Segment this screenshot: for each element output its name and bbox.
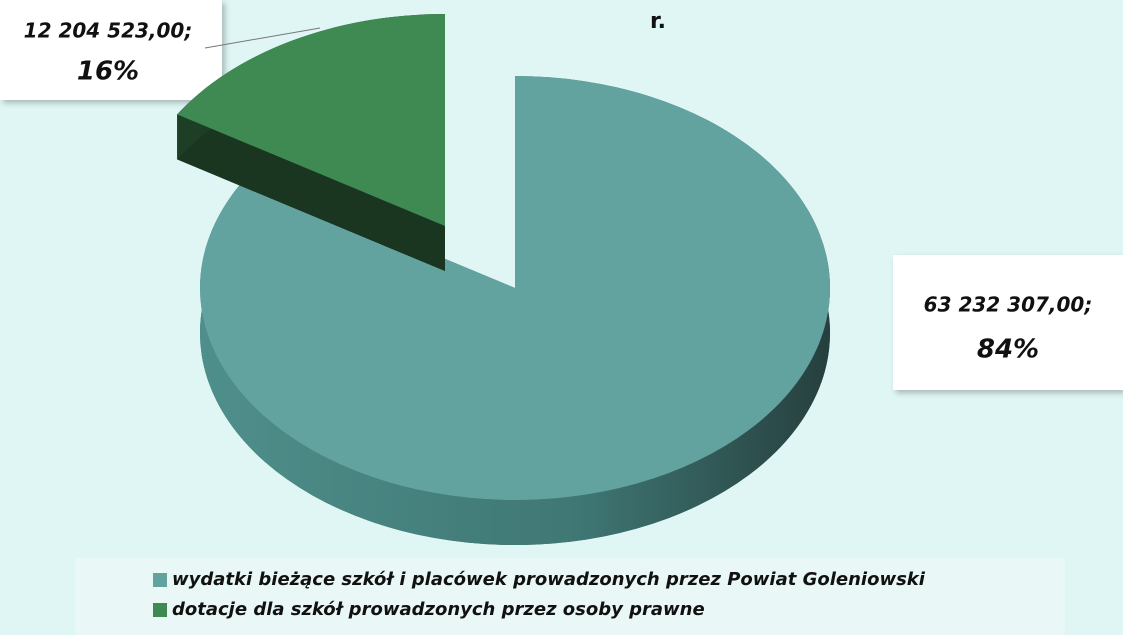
data-label: 12 204 523,00; xyxy=(24,19,193,43)
percent-label: 16% xyxy=(77,57,139,87)
slice-side xyxy=(177,114,445,271)
pie xyxy=(177,14,831,546)
legend-label: dotacje dla szkół prowadzonych przez oso… xyxy=(172,599,705,620)
slice xyxy=(199,76,831,501)
data-label: 63 232 307,00; xyxy=(924,293,1093,317)
legend-swatch xyxy=(153,603,167,617)
legend-swatch xyxy=(153,573,167,587)
chart-title: r. xyxy=(650,9,666,34)
leader-line xyxy=(204,27,321,49)
label-box xyxy=(893,255,1123,390)
legend-label: wydatki bieżące szkół i placówek prowadz… xyxy=(172,569,926,590)
legend-box xyxy=(75,558,1065,635)
percent-label: 84% xyxy=(977,335,1039,365)
slice xyxy=(177,14,445,226)
label-box xyxy=(0,0,222,100)
